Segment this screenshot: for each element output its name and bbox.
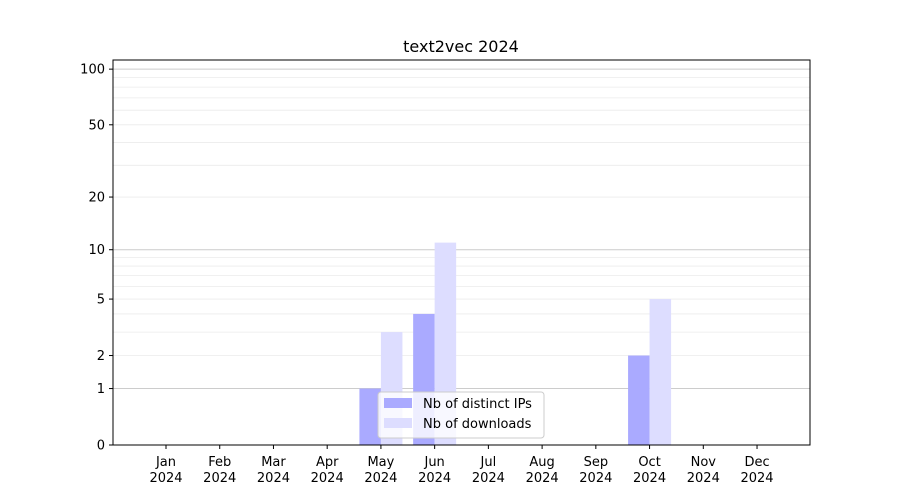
grid bbox=[113, 68, 810, 390]
x-tick-label: Nov 2024 bbox=[687, 455, 720, 486]
x-axis: Jan 2024 Feb 2024 Mar 2024 Apr 2024 May 2024 Jun 20… bbox=[149, 445, 774, 486]
x-tick-label: Oct 2024 bbox=[633, 455, 666, 486]
x-tick-label: Jul 2024 bbox=[472, 455, 505, 486]
y-tick-label: 50 bbox=[88, 118, 105, 133]
legend-swatch bbox=[384, 418, 412, 428]
x-tick-label: Aug 2024 bbox=[526, 455, 559, 486]
legend-swatch bbox=[384, 398, 412, 408]
x-tick-label: Mar 2024 bbox=[257, 455, 290, 486]
x-tick-label: Feb 2024 bbox=[203, 455, 236, 486]
y-tick-label: 20 bbox=[88, 191, 105, 206]
legend-label: Nb of downloads bbox=[423, 417, 532, 432]
y-tick-label: 1 bbox=[97, 382, 105, 397]
y-tick-label: 0 bbox=[97, 439, 105, 454]
y-tick-label: 10 bbox=[88, 243, 105, 258]
x-tick-label: Jun 2024 bbox=[418, 455, 451, 486]
plot-frame bbox=[112, 59, 811, 446]
x-tick-label: Dec 2024 bbox=[740, 455, 773, 486]
y-tick-label: 100 bbox=[80, 63, 105, 78]
bar-downloads bbox=[649, 299, 672, 445]
bar-distinct-ips bbox=[628, 355, 650, 445]
x-tick-label: Jan 2024 bbox=[149, 455, 182, 486]
legend-box bbox=[377, 391, 545, 439]
legend-label: Nb of distinct IPs bbox=[423, 397, 532, 412]
x-tick-label: Sep 2024 bbox=[579, 455, 612, 486]
chart-title: text2vec 2024 bbox=[403, 37, 519, 56]
y-tick-label: 5 bbox=[97, 293, 105, 308]
bar-distinct-ips bbox=[359, 388, 381, 445]
y-axis: 0 1 2 5 10 20 50 100 bbox=[80, 63, 113, 454]
legend: Nb of distinct IPs Nb of downloads bbox=[377, 391, 545, 439]
y-tick-label: 2 bbox=[97, 349, 105, 364]
x-tick-label: May 2024 bbox=[364, 455, 397, 486]
x-tick-label: Apr 2024 bbox=[311, 455, 344, 486]
